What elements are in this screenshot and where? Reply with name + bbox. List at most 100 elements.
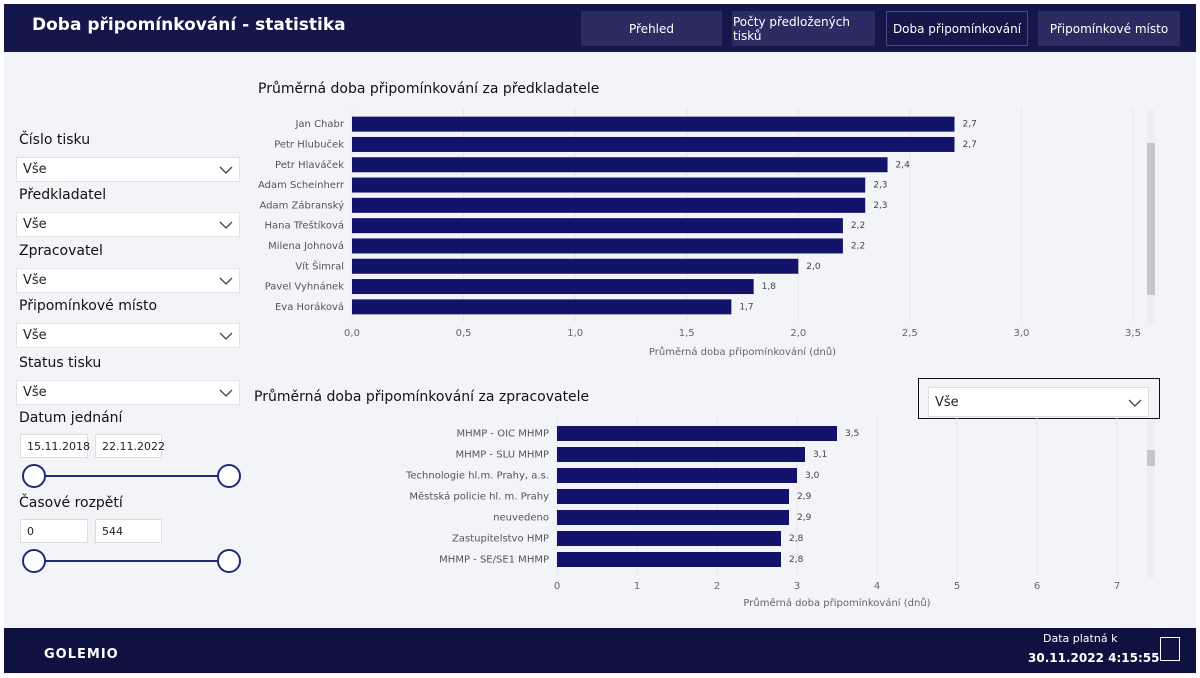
filter-label: Časové rozpětí bbox=[19, 495, 123, 511]
filter-dropdown[interactable]: Vše bbox=[16, 212, 240, 237]
x-tick-label: 3,0 bbox=[1013, 328, 1029, 339]
footer-logo: GOLEMIO bbox=[44, 647, 119, 662]
data-label: 2,2 bbox=[851, 221, 865, 231]
y-tick-label: Vít Šimral bbox=[295, 259, 344, 272]
bar bbox=[557, 489, 789, 504]
data-label: 1,7 bbox=[739, 302, 753, 312]
y-tick-label: Adam Scheinherr bbox=[258, 180, 345, 191]
bar bbox=[557, 531, 781, 546]
data-label: 1,8 bbox=[762, 282, 777, 292]
date-from[interactable]: 15.11.2018 bbox=[20, 434, 90, 458]
y-tick-label: neuvedeno bbox=[493, 513, 549, 524]
x-axis-label: Průměrná doba připomínkování (dnů) bbox=[743, 597, 930, 609]
x-tick-label: 6 bbox=[1034, 581, 1040, 592]
x-tick-label: 7 bbox=[1114, 581, 1120, 592]
filter-value: Vše bbox=[23, 273, 47, 288]
bar bbox=[557, 426, 837, 441]
x-axis-label: Průměrná doba připomínkování (dnů) bbox=[649, 346, 836, 358]
data-label: 3,5 bbox=[845, 429, 859, 439]
data-label: 2,7 bbox=[962, 140, 976, 150]
bar bbox=[352, 116, 955, 132]
bar bbox=[352, 279, 754, 295]
bar bbox=[352, 136, 955, 152]
data-label: 2,8 bbox=[789, 555, 804, 565]
nav-tab[interactable]: Přehled bbox=[581, 11, 722, 46]
filter-value: Vše bbox=[23, 162, 47, 177]
span-to[interactable]: 544 bbox=[95, 519, 162, 543]
x-tick-label: 1 bbox=[634, 581, 640, 592]
chart-title: Průměrná doba připomínkování za zpracova… bbox=[254, 389, 589, 405]
span-from[interactable]: 0 bbox=[20, 519, 88, 543]
filter-label: Předkladatel bbox=[19, 187, 107, 203]
y-tick-label: Milena Johnová bbox=[268, 240, 344, 252]
data-valid-label: Data platná k bbox=[1043, 632, 1118, 645]
chevron bbox=[219, 277, 233, 285]
data-timestamp: 30.11.2022 4:15:55 bbox=[1028, 651, 1160, 665]
chart-filter[interactable]: Vše bbox=[928, 387, 1149, 417]
bar bbox=[352, 197, 866, 213]
oict-logo bbox=[1160, 637, 1180, 661]
x-tick-label: 3,5 bbox=[1125, 328, 1141, 339]
x-tick-label: 0,0 bbox=[344, 328, 360, 339]
data-label: 2,3 bbox=[873, 201, 887, 211]
data-label: 2,8 bbox=[789, 534, 804, 544]
filter-label: Zpracovatel bbox=[19, 243, 103, 259]
chevron bbox=[1128, 399, 1142, 407]
filter-dropdown[interactable]: Vše bbox=[16, 268, 240, 293]
x-tick-label: 2,0 bbox=[790, 328, 806, 339]
filter-value: Vše bbox=[23, 328, 47, 343]
y-tick-label: Adam Zábranský bbox=[259, 199, 344, 211]
nav-tab[interactable]: Doba připomínkování bbox=[886, 11, 1028, 46]
x-tick-label: 0,5 bbox=[456, 328, 472, 339]
sliders bbox=[22, 110, 1155, 578]
chart-title: Průměrná doba připomínkování za předklad… bbox=[258, 81, 599, 97]
bar bbox=[352, 258, 799, 274]
data-label: 3,0 bbox=[805, 471, 820, 481]
y-tick-label: Městská policie hl. m. Prahy bbox=[409, 491, 549, 503]
y-tick-label: Pavel Vyhnánek bbox=[265, 281, 345, 293]
chevron bbox=[219, 221, 233, 229]
chevron bbox=[219, 332, 233, 340]
y-tick-label: Hana Třeštíková bbox=[265, 220, 344, 232]
y-tick-label: MHMP - SLU MHMP bbox=[456, 450, 550, 461]
bar bbox=[352, 177, 866, 193]
filter-label: Připomínkové místo bbox=[19, 298, 158, 314]
filter-dropdown[interactable]: Vše bbox=[16, 380, 240, 405]
data-label: 2,7 bbox=[962, 120, 976, 130]
y-tick-label: Technologie hl.m. Prahy, a.s. bbox=[405, 471, 549, 482]
bar bbox=[557, 552, 781, 567]
chevron bbox=[219, 389, 233, 397]
x-tick-label: 2 bbox=[714, 581, 720, 592]
bar bbox=[352, 157, 888, 173]
x-tick-label: 5 bbox=[954, 581, 960, 592]
x-tick-label: 1,0 bbox=[567, 328, 583, 339]
bar bbox=[557, 468, 797, 483]
data-label: 3,1 bbox=[813, 450, 827, 460]
bar bbox=[557, 510, 789, 525]
nav-tab[interactable]: Připomínkové místo bbox=[1038, 11, 1180, 46]
filter-dropdown[interactable]: Vše bbox=[16, 157, 240, 182]
y-tick-label: MHMP - OIC MHMP bbox=[456, 429, 549, 440]
page-title: Doba připomínkování - statistika bbox=[32, 15, 346, 35]
data-label: 2,3 bbox=[873, 181, 887, 191]
filter-value: Vše bbox=[23, 217, 47, 232]
filter-value: Vše bbox=[23, 385, 47, 400]
bar bbox=[352, 218, 843, 234]
y-tick-label: Zastupitelstvo HMP bbox=[452, 534, 549, 545]
filter-dropdown[interactable]: Vše bbox=[16, 323, 240, 348]
chart-filter-value: Vše bbox=[935, 395, 959, 410]
footer bbox=[4, 628, 1196, 673]
date-to[interactable]: 22.11.2022 bbox=[95, 434, 165, 458]
filter-label: Číslo tisku bbox=[19, 132, 91, 148]
x-tick-label: 0 bbox=[554, 581, 560, 592]
bar bbox=[557, 447, 805, 462]
x-tick-label: 4 bbox=[874, 581, 880, 592]
data-label: 2,0 bbox=[806, 262, 821, 272]
nav-tab[interactable]: Počty předložených tisků bbox=[732, 11, 875, 46]
x-tick-label: 2,5 bbox=[902, 328, 918, 339]
y-tick-label: Jan Chabr bbox=[294, 119, 344, 130]
chart-filter-frame bbox=[918, 378, 1160, 419]
x-tick-label: 3 bbox=[794, 581, 800, 592]
